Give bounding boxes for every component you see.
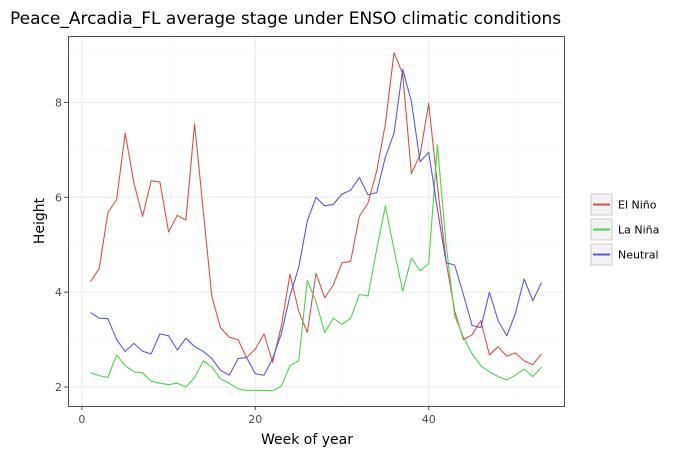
x-axis-title: Week of year: [261, 432, 353, 448]
legend-item-la-nina: La Niña: [590, 218, 659, 241]
y-tick-label: 2: [55, 381, 62, 394]
x-tick-label: 0: [78, 413, 85, 426]
y-tick-label: 4: [55, 286, 62, 299]
chart-title: Peace_Arcadia_FL average stage under ENS…: [10, 9, 561, 29]
series-lines: [90, 52, 542, 392]
legend: El Niño La Niña Neutral: [590, 193, 659, 266]
y-tick-label: 8: [55, 96, 62, 109]
y-tick-label: 6: [55, 191, 62, 204]
legend-label: El Niño: [618, 199, 657, 212]
legend-label: La Niña: [618, 224, 659, 237]
series-line-el-nino: [90, 52, 542, 366]
x-tick-label: 40: [422, 413, 436, 426]
series-line-neutral: [90, 68, 542, 376]
legend-label: Neutral: [618, 249, 659, 262]
x-tick-label: 20: [248, 413, 262, 426]
legend-item-el-nino: El Niño: [590, 193, 657, 216]
legend-item-neutral: Neutral: [590, 243, 659, 266]
axis-ticks: 0 20 40 2 4 6 8: [55, 96, 436, 426]
y-axis-title: Height: [32, 197, 48, 244]
plot-panel: [68, 36, 565, 407]
series-line-la-nina: [90, 144, 542, 392]
